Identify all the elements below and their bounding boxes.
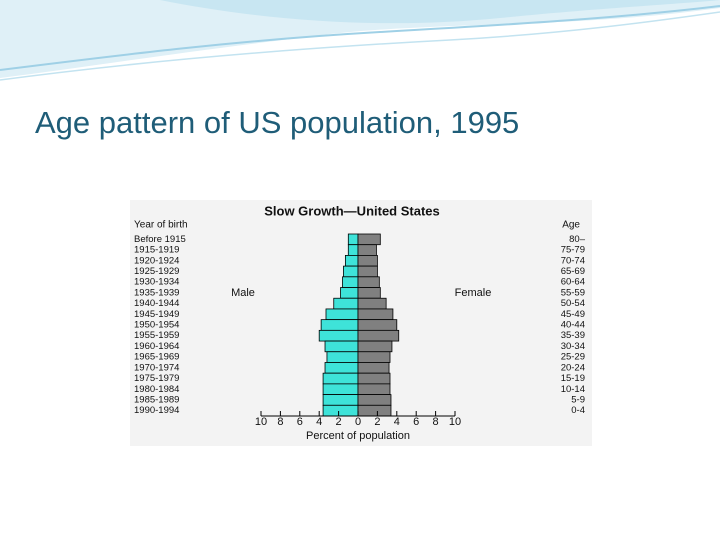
birth-year-label: 1985-1989	[134, 394, 179, 405]
bar	[357, 394, 392, 406]
x-tick-label: 2	[374, 416, 380, 428]
right-header: Age	[562, 220, 580, 231]
bar	[357, 265, 378, 278]
bar	[357, 308, 394, 321]
x-tick-label: 0	[355, 416, 361, 428]
age-label: 20-24	[561, 362, 585, 373]
bar	[357, 244, 377, 256]
age-label: 65-69	[561, 266, 585, 277]
age-label: 35-39	[561, 330, 585, 341]
x-tick-label: 2	[336, 416, 342, 428]
bar	[357, 404, 392, 417]
age-label: 50-54	[561, 298, 585, 309]
bar	[347, 244, 359, 256]
swoosh	[160, 0, 720, 24]
birth-year-label: 1960-1964	[134, 341, 179, 352]
bar	[322, 383, 359, 395]
age-label: 55-59	[561, 287, 585, 298]
bar	[344, 255, 359, 267]
bar	[357, 329, 400, 342]
x-tick-label: 10	[449, 416, 461, 428]
birth-year-label: 1930-1934	[134, 277, 179, 288]
bar	[333, 297, 359, 310]
chart-title: Slow Growth—United States	[264, 203, 440, 218]
bar	[357, 319, 398, 331]
age-label: 25-29	[561, 352, 585, 363]
birth-year-label: Before 1915	[134, 234, 186, 245]
swoosh-line	[0, 5, 720, 71]
birth-year-label: 1945-1949	[134, 309, 179, 320]
birth-year-label: 1935-1939	[134, 287, 179, 298]
birth-year-label: 1975-1979	[134, 373, 179, 384]
bar	[357, 372, 391, 385]
birth-year-label: 1925-1929	[134, 266, 179, 277]
bar	[357, 287, 381, 299]
slide-title: Age pattern of US population, 1995	[35, 105, 519, 140]
bar	[320, 319, 359, 331]
bar	[357, 362, 390, 374]
age-label: 75-79	[561, 245, 585, 256]
bar	[325, 308, 359, 321]
legend-label: Female	[455, 287, 492, 299]
x-tick-label: 4	[316, 416, 322, 428]
bar	[322, 404, 359, 417]
age-label: 15-19	[561, 373, 585, 384]
birth-year-label: 1990-1994	[134, 405, 179, 416]
birth-year-label: 1950-1954	[134, 320, 179, 331]
x-tick-label: 6	[413, 416, 419, 428]
swoosh	[0, 0, 720, 78]
x-tick-label: 8	[277, 416, 283, 428]
age-label: 60-64	[561, 277, 585, 288]
birth-year-label: 1980-1984	[134, 384, 179, 395]
bar	[347, 233, 359, 246]
bar	[357, 297, 387, 310]
left-header: Year of birth	[134, 220, 188, 231]
bar	[324, 362, 359, 374]
bar	[357, 351, 391, 363]
bar	[343, 265, 359, 278]
x-tick-label: 10	[255, 416, 267, 428]
x-tick-label: 4	[394, 416, 400, 428]
x-axis-label: Percent of population	[306, 430, 410, 442]
age-label: 5-9	[571, 394, 585, 405]
birth-year-label: 1920-1924	[134, 255, 179, 266]
age-label: 10-14	[561, 384, 585, 395]
bar	[357, 340, 393, 353]
birth-year-label: 1965-1969	[134, 352, 179, 363]
age-label: 30-34	[561, 341, 585, 352]
bar	[322, 372, 359, 385]
age-label: 80–	[569, 234, 586, 245]
birth-year-label: 1940-1944	[134, 298, 179, 309]
bar	[324, 340, 359, 353]
bar	[326, 351, 359, 363]
bar	[357, 383, 391, 395]
x-tick-label: 6	[297, 416, 303, 428]
bar	[342, 276, 359, 288]
bar	[357, 276, 380, 288]
bar	[340, 287, 359, 299]
birth-year-label: 1915-1919	[134, 245, 179, 256]
age-label: 45-49	[561, 309, 585, 320]
birth-year-label: 1955-1959	[134, 330, 179, 341]
age-label: 70-74	[561, 255, 585, 266]
age-label: 40-44	[561, 320, 585, 331]
age-label: 0-4	[571, 405, 585, 416]
swoosh-line	[0, 11, 720, 81]
legend-label: Male	[231, 287, 255, 299]
bar	[357, 233, 381, 246]
x-tick-label: 8	[433, 416, 439, 428]
bar	[322, 394, 359, 406]
bar	[357, 255, 378, 267]
bar	[318, 329, 359, 342]
birth-year-label: 1970-1974	[134, 362, 179, 373]
